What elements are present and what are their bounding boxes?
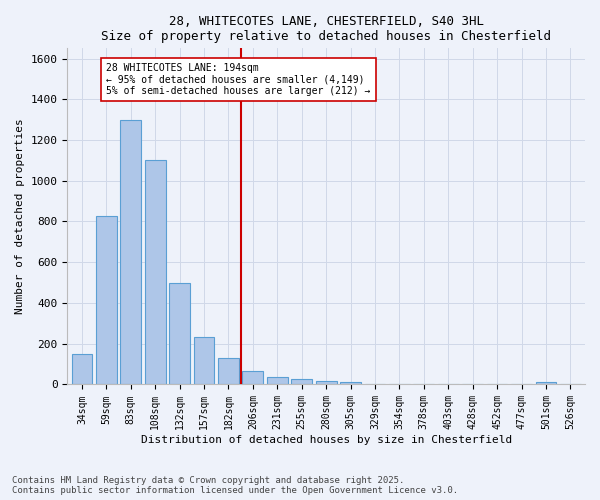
Text: 28 WHITECOTES LANE: 194sqm
← 95% of detached houses are smaller (4,149)
5% of se: 28 WHITECOTES LANE: 194sqm ← 95% of deta… [106,62,371,96]
Bar [145,160,166,384]
Bar [267,378,287,384]
Bar [292,380,312,384]
X-axis label: Distribution of detached houses by size in Chesterfield: Distribution of detached houses by size … [140,435,512,445]
Bar [536,382,556,384]
Bar [121,120,141,384]
Bar [71,354,92,384]
Bar [340,382,361,384]
Bar [218,358,239,384]
Text: Contains HM Land Registry data © Crown copyright and database right 2025.
Contai: Contains HM Land Registry data © Crown c… [12,476,458,495]
Y-axis label: Number of detached properties: Number of detached properties [15,118,25,314]
Bar [194,336,214,384]
Bar [242,371,263,384]
Bar [316,382,337,384]
Title: 28, WHITECOTES LANE, CHESTERFIELD, S40 3HL
Size of property relative to detached: 28, WHITECOTES LANE, CHESTERFIELD, S40 3… [101,15,551,43]
Bar [96,216,117,384]
Bar [169,282,190,384]
